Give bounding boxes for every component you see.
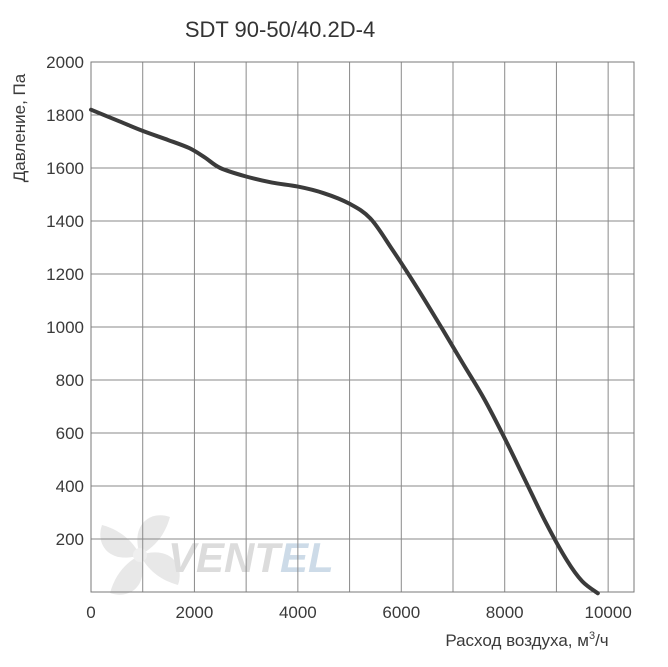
- y-tick-label: 400: [56, 477, 84, 496]
- y-tick-label: 2000: [46, 53, 84, 72]
- y-tick-label: 1600: [46, 159, 84, 178]
- y-axis-title: Давление, Па: [10, 73, 29, 182]
- watermark-text: VENTEL: [168, 534, 334, 581]
- fan-icon: [100, 515, 180, 595]
- plot-area-frame: [90, 61, 635, 593]
- y-tick-label: 200: [56, 530, 84, 549]
- chart-title: SDT 90-50/40.2D-4: [185, 17, 375, 42]
- watermark-text-part-b: EL: [280, 534, 334, 581]
- x-tick-label: 10000: [585, 603, 632, 622]
- y-tick-label: 1400: [46, 212, 84, 231]
- y-tick-label: 1200: [46, 265, 84, 284]
- x-tick-label: 4000: [279, 603, 317, 622]
- series-layer: [89, 107, 600, 596]
- y-tick-label: 800: [56, 371, 84, 390]
- x-axis-ticks: 0 2000 4000 6000 8000 10000: [86, 603, 632, 622]
- x-tick-label: 8000: [486, 603, 524, 622]
- x-axis-title-sup: 3: [589, 630, 595, 642]
- y-tick-label: 600: [56, 424, 84, 443]
- x-tick-label: 2000: [176, 603, 214, 622]
- x-axis-title-suffix: /ч: [595, 631, 609, 650]
- x-tick-label: 0: [86, 603, 95, 622]
- y-axis-ticks: 200 400 600 800 1000 1200 1400 1600 1800 2000: [46, 53, 84, 549]
- grid-lines: [91, 61, 634, 592]
- x-axis-title-main: Расход воздуха, м: [445, 631, 589, 650]
- pressure-curve-line: [89, 107, 600, 596]
- x-tick-label: 6000: [382, 603, 420, 622]
- watermark-logo: VENTEL: [100, 515, 334, 595]
- x-axis-title: Расход воздуха, м3/ч: [445, 630, 608, 650]
- y-tick-label: 1800: [46, 106, 84, 125]
- watermark-text-part-a: VENT: [168, 534, 283, 581]
- y-tick-label: 1000: [46, 318, 84, 337]
